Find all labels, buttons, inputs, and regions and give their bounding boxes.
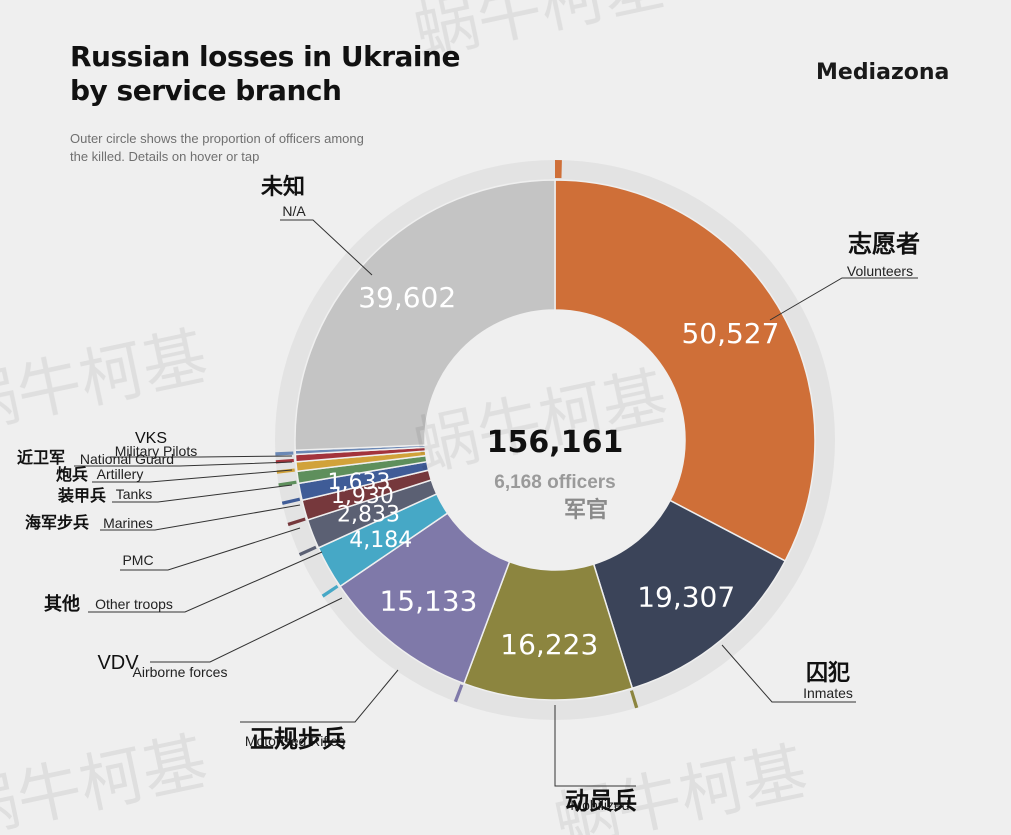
category-label-inmates: Inmates [803, 685, 853, 701]
leader-line-tanks [112, 484, 293, 503]
value-label-inmates: 19,307 [637, 581, 735, 614]
leader-line-artillery [92, 469, 293, 483]
chart-title: Russian losses in Ukraine by service bra… [70, 40, 460, 107]
leader-line-other-troops [88, 551, 323, 613]
leader-line-inmates [721, 644, 856, 703]
watermark-text: 蜗牛柯基 [0, 725, 214, 835]
officer-mark-other-troops [298, 545, 317, 557]
watermark-text: 蜗牛柯基 [408, 0, 674, 71]
category-label-tanks: Tanks [116, 486, 153, 502]
category-label-cn-marines: 海军步兵 [25, 513, 89, 532]
leader-line-motorised-rifles [240, 669, 399, 723]
officer-mark-vdv [321, 584, 339, 598]
category-label-marines: Marines [103, 515, 153, 531]
value-label-marines: 1,633 [328, 470, 391, 495]
category-label-cn-artillery: 炮兵 [56, 465, 88, 484]
officer-mark-marines [281, 497, 301, 505]
watermark-text: 蜗牛柯基 [548, 735, 814, 835]
value-label-volunteers: 50,527 [681, 317, 779, 350]
category-label-military-pilots: Military Pilots [115, 443, 197, 459]
center-total: 156,161 [487, 425, 624, 460]
leader-line-military-pilots [110, 455, 293, 458]
watermark-text: 蜗牛柯基 [0, 320, 214, 446]
leader-line-national-guard [74, 461, 293, 467]
category-label-pmc: PMC [122, 552, 153, 568]
category-label-cn-volunteers: 志愿者 [848, 229, 920, 258]
value-label-other-troops: 2,833 [337, 502, 400, 527]
donut-slices [294, 179, 816, 701]
category-label-cn-n-a: 未知 [261, 174, 305, 200]
category-label-cn-tanks: 装甲兵 [57, 486, 106, 505]
officer-mark-pmc [287, 517, 306, 527]
category-label-cn-motorised-rifles: 正规步兵 [250, 724, 346, 753]
category-prefix-vdv: VDV [97, 652, 139, 674]
leader-line-volunteers [769, 277, 918, 321]
category-label-volunteers: Volunteers [847, 263, 913, 279]
category-label-cn-mobilized: 动员兵 [565, 786, 637, 815]
leader-line-n-a [280, 219, 373, 276]
officer-mark-motorised-rifles [453, 684, 464, 703]
leader-line-pmc [120, 527, 301, 571]
officer-mark-military-pilots [275, 451, 294, 456]
donut-hole [425, 310, 685, 570]
category-label-other-troops: Other troops [95, 596, 173, 612]
category-prefix-military-pilots: VKS [135, 430, 167, 447]
leader-line-vdv [150, 597, 343, 663]
officer-ring-marks [275, 160, 639, 709]
category-label-motorised-rifles: Motorised Rifles [245, 733, 345, 749]
brand-logo: Mediazona [816, 60, 950, 85]
value-label-mobilized: 16,223 [500, 628, 598, 661]
category-label-cn-inmates: 囚犯 [806, 660, 850, 686]
category-label-mobilized: Mobilized [570, 797, 629, 813]
value-label-pmc: 1,930 [331, 484, 394, 509]
value-labels: 50,52719,30716,22315,1334,1842,8331,9301… [328, 281, 780, 661]
officer-mark-mobilized [629, 690, 639, 709]
chart-subtitle: Outer circle shows the proportion of off… [70, 131, 364, 164]
value-label-motorised-rifles: 15,133 [379, 584, 477, 617]
category-label-n-a: N/A [282, 203, 306, 219]
center-officers-cn: 军官 [564, 497, 608, 523]
category-label-artillery: Artillery [97, 466, 144, 482]
officer-mark-volunteers [555, 160, 562, 179]
value-label-n-a: 39,602 [358, 281, 456, 314]
leader-line-mobilized [554, 705, 636, 787]
officer-mark-tanks [278, 480, 297, 487]
category-label-cn-national-guard: 近卫军 [17, 448, 65, 467]
center-officers: 6,168 officers [494, 472, 615, 493]
value-label-vdv: 4,184 [349, 528, 412, 553]
category-label-cn-other-troops: 其他 [44, 593, 80, 615]
category-label-national-guard: National Guard [80, 451, 174, 467]
leader-line-marines [100, 504, 301, 531]
category-label-vdv: Airborne forces [133, 664, 228, 680]
leader-lines [74, 219, 918, 787]
